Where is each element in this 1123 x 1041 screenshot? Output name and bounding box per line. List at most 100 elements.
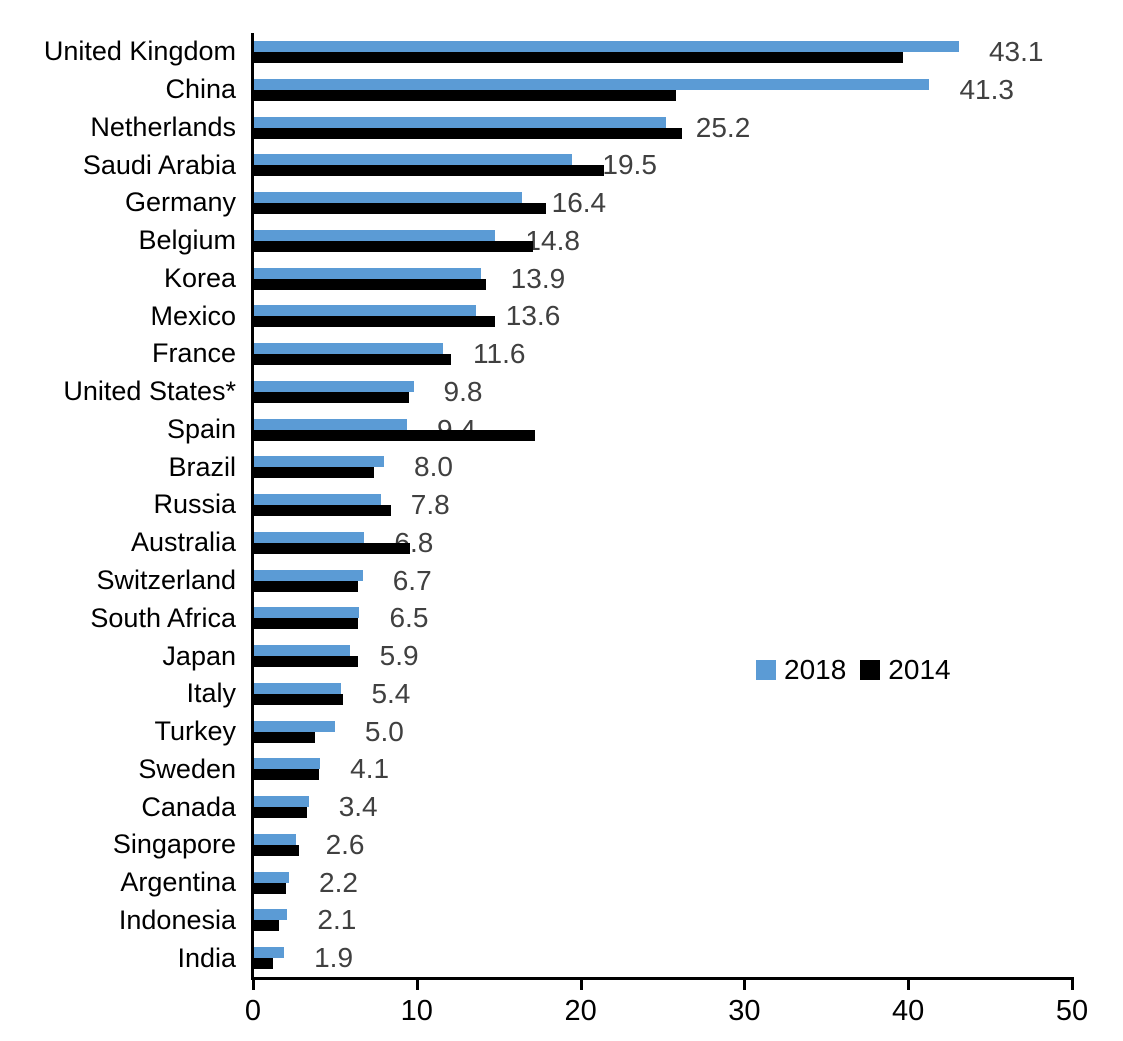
bar-2018 <box>253 682 342 694</box>
category-label: Russia <box>153 489 236 520</box>
bar-2018 <box>253 192 522 204</box>
bar-2014 <box>253 240 534 252</box>
data-label: 41.3 <box>959 73 1014 105</box>
bar-2018 <box>253 796 309 808</box>
data-label: 4.1 <box>350 753 390 785</box>
bar-2014 <box>253 391 409 403</box>
bar-2018 <box>253 456 385 468</box>
bar-2018 <box>253 267 481 279</box>
data-label: 9.8 <box>443 375 483 407</box>
data-label: 2.1 <box>317 904 357 936</box>
category-label: Mexico <box>150 300 236 331</box>
x-axis-tick-label: 50 <box>1055 995 1089 1027</box>
category-label: Spain <box>166 413 236 444</box>
data-label: 6.5 <box>389 602 429 634</box>
bar-2018 <box>253 418 407 430</box>
x-axis-tick-mark <box>579 980 583 990</box>
x-axis-tick-label: 30 <box>728 995 761 1027</box>
bar-2018 <box>253 607 360 619</box>
bar-2014 <box>253 52 904 63</box>
bar-2014 <box>253 656 358 668</box>
bar-2018 <box>253 947 285 959</box>
bar-2014 <box>253 844 299 856</box>
bar-2014 <box>253 89 676 101</box>
data-label: 2.6 <box>325 828 365 860</box>
category-label: Saudi Arabia <box>82 149 236 180</box>
data-label: 13.6 <box>505 300 561 332</box>
legend-swatch-icon <box>860 660 881 680</box>
category-label: Canada <box>141 791 236 822</box>
category-label: Netherlands <box>90 111 236 142</box>
bar-2018 <box>253 154 573 166</box>
bar-2018 <box>253 380 414 392</box>
bar-2014 <box>253 920 280 932</box>
bar-2018 <box>253 871 290 883</box>
x-axis-tick-mark <box>415 980 419 990</box>
data-label: 5.4 <box>371 677 411 709</box>
bar-2014 <box>253 316 496 328</box>
x-axis-line <box>251 977 1074 980</box>
data-label: 6.7 <box>392 564 432 596</box>
category-label: India <box>177 942 236 973</box>
bar-2018 <box>253 758 321 770</box>
data-label: 13.9 <box>510 262 566 294</box>
data-label: 7.8 <box>410 489 450 521</box>
category-label: Germany <box>124 187 236 218</box>
data-label: 43.1 <box>988 36 1044 67</box>
bar-2014 <box>253 165 604 177</box>
bar-2014 <box>253 693 344 705</box>
legend-label: 2014 <box>888 654 951 685</box>
category-label: Indonesia <box>118 904 236 935</box>
bar-2014 <box>253 429 535 441</box>
x-axis-tick-label: 40 <box>892 995 925 1027</box>
bar-2014 <box>253 958 273 970</box>
bar-2018 <box>253 41 959 52</box>
bar-2018 <box>253 305 476 317</box>
category-label: Brazil <box>168 451 236 482</box>
x-axis-tick-label: 10 <box>400 995 433 1027</box>
category-label: South Africa <box>90 602 236 633</box>
category-label: Turkey <box>154 716 236 747</box>
legend-item-2014: 2014 <box>860 654 951 685</box>
data-label: 8.0 <box>414 451 453 483</box>
x-axis-tick-mark <box>907 980 911 990</box>
x-axis-tick-mark <box>743 980 747 990</box>
bar-2014 <box>253 731 316 743</box>
data-label: 1.9 <box>314 942 354 974</box>
legend-swatch-icon <box>756 660 776 680</box>
y-axis-line <box>251 33 254 980</box>
data-label: 16.4 <box>551 187 607 219</box>
bar-2014 <box>253 769 319 781</box>
category-label: Argentina <box>120 867 236 898</box>
category-label: Korea <box>163 262 236 293</box>
category-label: Belgium <box>138 225 236 256</box>
bar-2018 <box>253 229 496 241</box>
category-label: United States* <box>63 376 236 407</box>
data-label: 19.5 <box>602 149 657 181</box>
category-label: Australia <box>130 527 236 558</box>
bar-2018 <box>253 531 365 543</box>
bar-2018 <box>253 720 335 732</box>
bar-2018 <box>253 78 930 90</box>
bar-2018 <box>253 833 296 845</box>
bar-2014 <box>253 278 486 290</box>
x-axis-tick-label: 20 <box>564 995 597 1027</box>
bar-2018 <box>253 116 666 128</box>
data-label: 11.6 <box>473 338 526 370</box>
x-axis-tick-mark <box>1071 980 1074 990</box>
bar-2014 <box>253 807 308 819</box>
data-label: 5.0 <box>364 715 404 747</box>
data-label: 5.9 <box>379 640 419 672</box>
x-axis-tick-mark <box>252 980 255 990</box>
bar-2014 <box>253 882 286 894</box>
data-label: 14.8 <box>525 224 580 256</box>
legend-item-2018: 2018 <box>756 656 846 684</box>
bar-2014 <box>253 127 683 139</box>
bar-2018 <box>253 645 350 657</box>
category-label: Italy <box>186 678 236 709</box>
category-label: Japan <box>162 640 236 671</box>
category-label: Sweden <box>138 753 236 784</box>
bar-2014 <box>253 354 452 366</box>
bar-2014 <box>253 467 375 479</box>
data-label: 25.2 <box>695 111 751 143</box>
